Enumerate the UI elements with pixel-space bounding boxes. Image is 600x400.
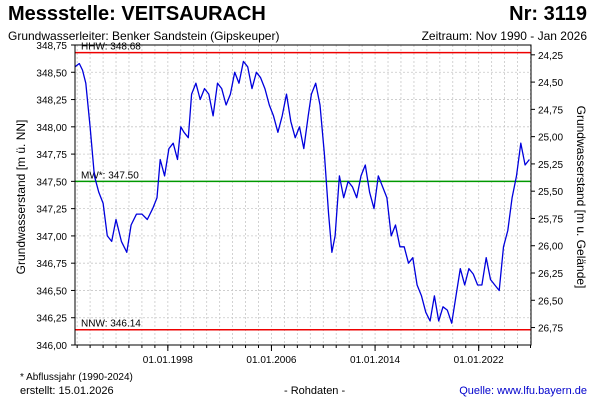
y-tick-label-right: 24,75 (538, 105, 563, 116)
groundwater-level-line (74, 60, 530, 324)
y-tick-label-left: 346,25 (36, 314, 67, 325)
x-tick-label: 01.01.2022 (454, 355, 504, 366)
grid-layer (75, 44, 531, 346)
y-tick-label-left: 347,25 (36, 205, 67, 216)
axis-layer: 346,00 346,25 346,50 346,75 347,00 347,25 347,… (36, 41, 563, 366)
y-tick-label-right: 26,50 (538, 296, 563, 307)
footnote: * Abflussjahr (1990-2024) (20, 372, 133, 383)
period-label: Zeitraum: Nov 1990 - Jan 2026 (421, 29, 587, 43)
y-axis-label-left: Grundwasserstand [m ü. NN] (14, 120, 28, 275)
x-tick-label: 01.01.1998 (143, 355, 193, 366)
plot-frame (74, 44, 532, 346)
created-date: erstellt: 15.01.2026 (20, 385, 114, 397)
station-number: Nr: 3119 (509, 3, 587, 25)
y-tick-label-left: 347,75 (36, 150, 67, 161)
y-tick-label-right: 26,00 (538, 242, 563, 253)
reference-lines: HHW: 348.68 MW*: 347.50 NNW: 346.14 (75, 42, 531, 331)
source-link[interactable]: Quelle: www.lfu.bayern.de (459, 385, 587, 397)
raw-data-label: - Rohdaten - (284, 385, 346, 397)
y-tick-label-left: 348,25 (36, 96, 67, 107)
y-axis-label-right: Grundwasserstand [m u. Gelände] (574, 106, 588, 289)
y-tick-label-right: 25,75 (538, 214, 563, 225)
y-tick-label-left: 348,75 (36, 41, 67, 52)
series-layer (74, 60, 530, 324)
reference-line-label: NNW: 346.14 (81, 319, 141, 330)
y-tick-label-right: 26,25 (538, 269, 563, 280)
x-tick-label: 01.01.2006 (246, 355, 296, 366)
reference-line-label: HHW: 348.68 (81, 42, 141, 53)
x-tick-label: 01.01.2014 (350, 355, 400, 366)
y-tick-label-right: 24,50 (538, 78, 563, 89)
y-tick-label-left: 347,00 (36, 232, 67, 243)
y-tick-label-left: 348,00 (36, 123, 67, 134)
y-tick-label-left: 346,75 (36, 259, 67, 270)
y-tick-label-right: 25,25 (538, 160, 563, 171)
station-title: Messstelle: VEITSAURACH (8, 3, 266, 25)
y-tick-label-right: 26,75 (538, 324, 563, 335)
y-tick-label-right: 25,00 (538, 133, 563, 144)
y-tick-label-right: 24,25 (538, 51, 563, 62)
y-tick-label-left: 348,50 (36, 68, 67, 79)
aquifer-label: Grundwasserleiter: Benker Sandstein (Gip… (8, 29, 280, 43)
y-tick-label-right: 25,50 (538, 187, 563, 198)
y-tick-label-left: 346,50 (36, 286, 67, 297)
y-tick-label-left: 347,50 (36, 177, 67, 188)
reference-line-label: MW*: 347.50 (81, 170, 139, 181)
y-tick-label-left: 346,00 (36, 341, 67, 352)
